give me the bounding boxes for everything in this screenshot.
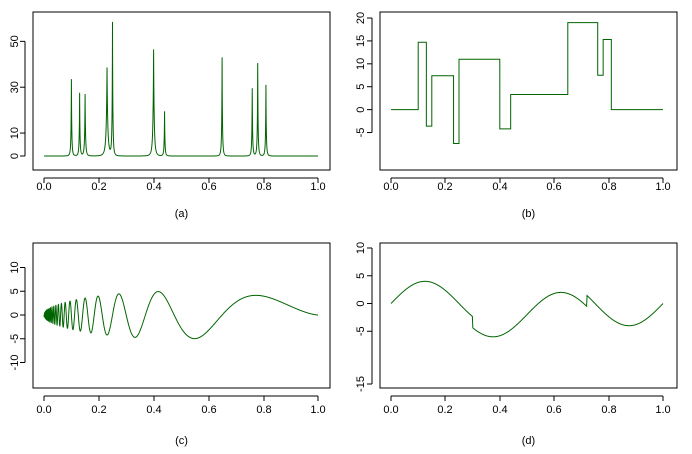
x-tick-label: 0.4	[146, 181, 161, 193]
y-tick-label: 20	[355, 12, 367, 24]
x-tick-label: 0.0	[383, 404, 398, 416]
y-tick-label: 0	[9, 312, 21, 318]
series-line	[43, 291, 318, 340]
x-tick-label: 0.6	[546, 181, 561, 193]
x-tick-label: 0.0	[36, 181, 51, 193]
x-tick-label: 0.0	[36, 404, 51, 416]
plot-frame	[379, 11, 678, 171]
y-tick-label: -10	[9, 355, 21, 371]
panel-caption: (b)	[522, 208, 535, 220]
x-tick-label: 0.2	[437, 181, 452, 193]
panel-caption: (c)	[175, 435, 188, 447]
y-tick-label: -15	[355, 376, 367, 392]
y-tick-label: 0	[9, 153, 21, 159]
x-tick-label: 0.8	[601, 404, 616, 416]
x-tick-label: 0.4	[492, 404, 507, 416]
x-tick-label: 0.0	[383, 181, 398, 193]
y-tick-label: 30	[9, 81, 21, 93]
y-tick-label: 5	[355, 273, 367, 279]
y-tick-label: -5	[355, 128, 367, 138]
y-tick-label: -5	[355, 326, 367, 336]
x-tick-label: 0.8	[256, 181, 271, 193]
y-tick-label: 5	[9, 288, 21, 294]
x-tick-label: 0.6	[201, 181, 216, 193]
y-tick-label: 10	[355, 58, 367, 70]
series-line	[44, 21, 318, 157]
series-line	[391, 22, 663, 145]
x-tick-label: 0.2	[437, 404, 452, 416]
x-tick-label: 0.2	[91, 181, 106, 193]
x-tick-label: 0.2	[91, 404, 106, 416]
series-line	[390, 280, 664, 338]
x-tick-label: 0.8	[601, 181, 616, 193]
x-tick-label: 0.6	[201, 404, 216, 416]
y-tick-label: 10	[9, 127, 21, 139]
y-tick-label: 5	[355, 84, 367, 90]
plot-frame	[32, 11, 331, 171]
plot-frame	[379, 242, 678, 389]
panel-caption: (a)	[175, 208, 188, 220]
y-tick-label: 10	[355, 242, 367, 254]
x-tick-label: 1.0	[655, 181, 670, 193]
x-tick-label: 1.0	[310, 404, 325, 416]
x-tick-label: 1.0	[310, 181, 325, 193]
plot-frame	[32, 242, 331, 389]
y-tick-label: 10	[9, 261, 21, 273]
panel-caption: (d)	[522, 435, 535, 447]
x-tick-label: 0.8	[256, 404, 271, 416]
x-tick-label: 0.4	[146, 404, 161, 416]
y-tick-label: -5	[9, 334, 21, 344]
y-tick-label: 0	[355, 107, 367, 113]
x-tick-label: 0.6	[546, 404, 561, 416]
x-tick-label: 1.0	[655, 404, 670, 416]
x-tick-label: 0.4	[492, 181, 507, 193]
y-tick-label: 15	[355, 35, 367, 47]
y-tick-label: 0	[355, 300, 367, 306]
y-tick-label: 50	[9, 35, 21, 47]
